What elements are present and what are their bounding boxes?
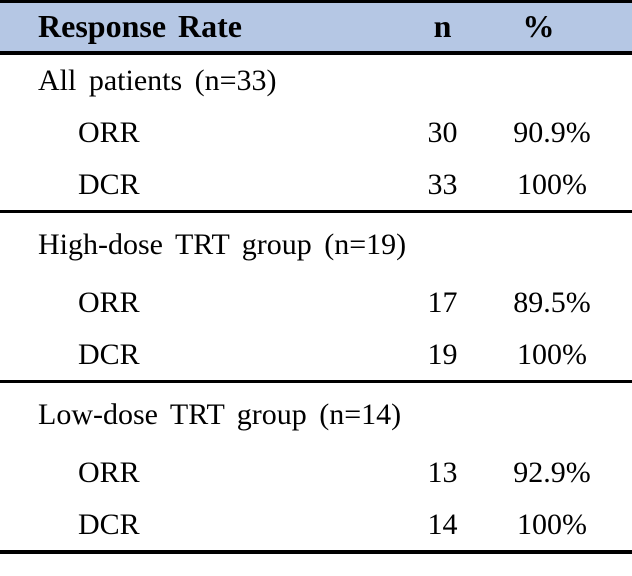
row-n-value: 33	[427, 167, 458, 201]
row-percent-value: 100%	[517, 337, 587, 371]
row-percent-value: 89.5%	[513, 285, 591, 319]
row-label: ORR	[78, 285, 140, 319]
table-row-dcr: DCR 33 100%	[0, 159, 632, 212]
row-n-value: 19	[427, 337, 458, 371]
section-high-dose: High-dose TRT group (n=19) ORR 17 89.5% …	[0, 212, 632, 382]
table-row-orr: ORR 30 90.9%	[0, 106, 632, 159]
row-n-value: 14	[427, 507, 458, 541]
row-percent-value: 100%	[517, 167, 587, 201]
row-label: DCR	[78, 167, 140, 201]
row-n-value: 13	[427, 455, 458, 489]
group-label: All patients (n=33)	[38, 63, 277, 97]
row-label: DCR	[78, 337, 140, 371]
row-percent-value: 90.9%	[513, 115, 591, 149]
group-row-low-dose: Low-dose TRT group (n=14)	[0, 382, 632, 446]
table-header: Response Rate n %	[0, 1, 632, 55]
group-label: Low-dose TRT group (n=14)	[38, 397, 402, 431]
group-label: High-dose TRT group (n=19)	[38, 227, 407, 261]
response-rate-table: Response Rate n % All patients (n=33) OR…	[0, 0, 632, 554]
table-row-dcr: DCR 14 100%	[0, 499, 632, 552]
section-low-dose: Low-dose TRT group (n=14) ORR 13 92.9% D…	[0, 382, 632, 552]
group-row-all-patients: All patients (n=33)	[0, 53, 632, 106]
table-row-orr: ORR 17 89.5%	[0, 276, 632, 329]
header-response-rate: Response Rate	[0, 1, 400, 55]
row-percent-value: 92.9%	[513, 455, 591, 489]
table-row-orr: ORR 13 92.9%	[0, 446, 632, 499]
row-n-value: 30	[427, 115, 458, 149]
row-label: ORR	[78, 115, 140, 149]
row-percent-value: 100%	[517, 507, 587, 541]
header-n: n	[400, 1, 485, 55]
table-header-row: Response Rate n %	[0, 1, 632, 55]
group-row-high-dose: High-dose TRT group (n=19)	[0, 212, 632, 276]
section-all-patients: All patients (n=33) ORR 30 90.9% DCR 33 …	[0, 53, 632, 212]
row-label: DCR	[78, 507, 140, 541]
row-n-value: 17	[427, 285, 458, 319]
table-row-dcr: DCR 19 100%	[0, 329, 632, 382]
header-percent: %	[485, 1, 632, 55]
row-label: ORR	[78, 455, 140, 489]
